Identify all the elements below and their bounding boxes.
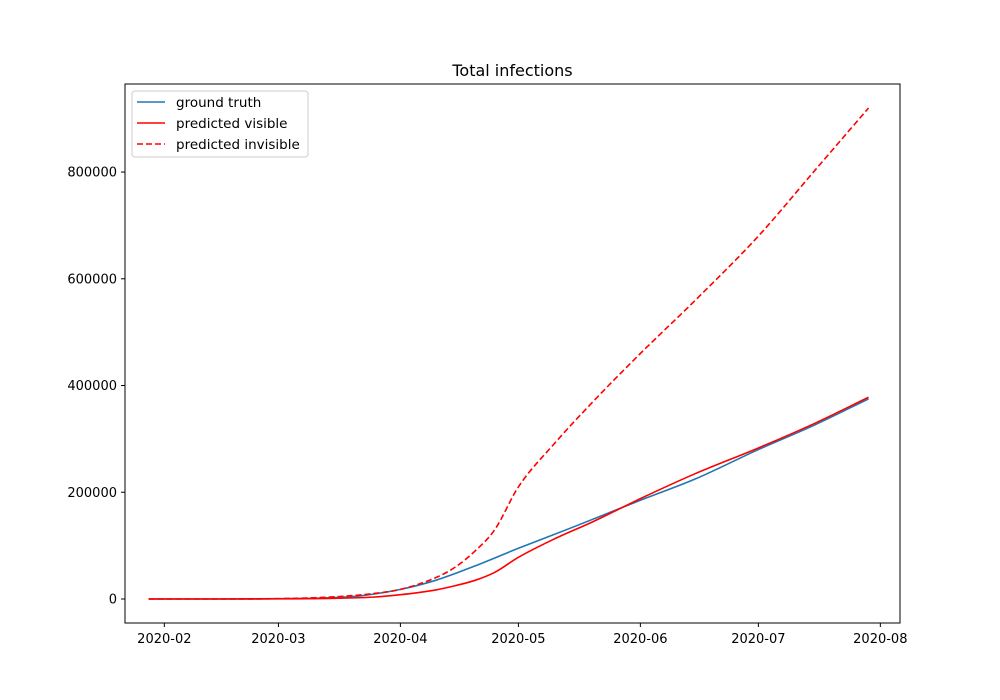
- x-tick-label: 2020-07: [731, 632, 785, 647]
- x-tick-label: 2020-08: [853, 632, 907, 647]
- chart-title: Total infections: [451, 61, 572, 80]
- legend-label: predicted visible: [176, 116, 287, 132]
- x-tick-label: 2020-03: [251, 632, 305, 647]
- y-tick-label: 200000: [67, 486, 117, 501]
- series-line-predicted-invisible: [148, 107, 870, 600]
- y-tick-label: 400000: [67, 379, 117, 394]
- legend-label: predicted invisible: [176, 137, 300, 153]
- series-lines: [148, 107, 870, 600]
- x-axis: 2020-02 2020-03 2020-04 2020-05 2020-06 2020-…: [137, 623, 907, 647]
- y-tick-label: 0: [109, 592, 117, 607]
- legend-box: [131, 90, 309, 158]
- y-tick-label: 600000: [67, 272, 117, 287]
- y-tick-label: 800000: [67, 166, 117, 181]
- plot-frame: [124, 83, 901, 624]
- legend: ground truth predicted visible predicted i…: [131, 90, 309, 158]
- legend-label: ground truth: [176, 95, 261, 111]
- series-line-predicted-visible: [148, 396, 869, 600]
- x-tick-label: 2020-06: [613, 632, 667, 647]
- y-axis: 0 200000 400000 600000 800000: [67, 166, 125, 607]
- x-tick-label: 2020-02: [137, 632, 191, 647]
- x-tick-label: 2020-05: [491, 632, 545, 647]
- x-tick-label: 2020-04: [373, 632, 427, 647]
